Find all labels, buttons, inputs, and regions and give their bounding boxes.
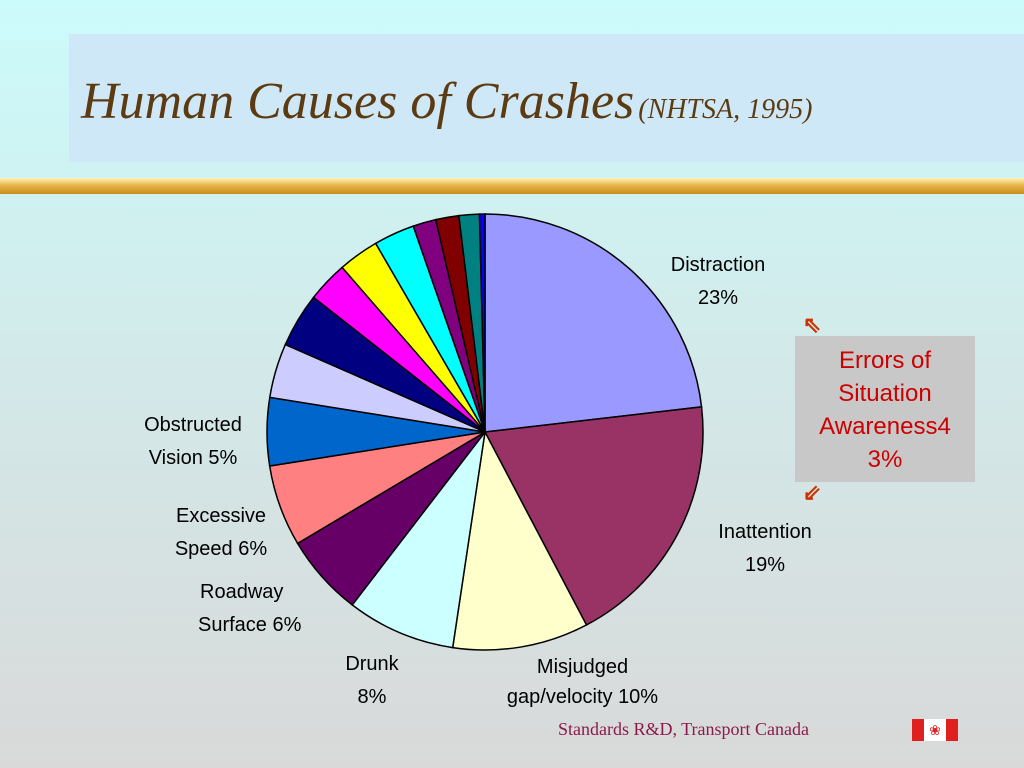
label-drunk-pct: 8% bbox=[357, 686, 387, 708]
label-inattention: Inattention 19% bbox=[695, 516, 835, 582]
callout-line-4: 3% bbox=[867, 446, 903, 473]
callout-line-2: Situation bbox=[838, 380, 932, 407]
callout-line-1: Errors of bbox=[838, 347, 931, 374]
slide-title-main: Human Causes of Crashes bbox=[81, 73, 635, 130]
callout-text: Errors of Situation Awareness4 3% bbox=[795, 344, 975, 476]
label-obstructed-vision-pct: Vision 5% bbox=[148, 447, 238, 469]
arrow-down-left-icon: ⇙ bbox=[802, 480, 822, 505]
label-misjudged-name: Misjudged bbox=[536, 656, 629, 678]
label-distraction-pct: 23% bbox=[697, 287, 739, 309]
title-divider-bar bbox=[0, 178, 1024, 194]
footer-credit: Standards R&D, Transport Canada bbox=[558, 719, 809, 739]
arrow-up-left-icon: ⇖ bbox=[802, 312, 822, 337]
label-excessive-speed-pct: Speed 6% bbox=[174, 538, 268, 560]
label-drunk-name: Drunk bbox=[345, 653, 399, 675]
label-misjudged-pct: gap/velocity 10% bbox=[506, 686, 659, 708]
label-misjudged: Misjudged gap/velocity 10% bbox=[470, 652, 695, 712]
label-distraction: Distraction 23% bbox=[648, 249, 788, 315]
label-drunk: Drunk 8% bbox=[327, 648, 417, 714]
label-excessive-speed: Excessive Speed 6% bbox=[146, 500, 296, 566]
pie-slice-inattention bbox=[483, 406, 704, 626]
pie-slice-misjudged-gap-velocity bbox=[451, 429, 588, 651]
title-box: Human Causes of Crashes (NHTSA, 1995) bbox=[69, 34, 1024, 162]
label-excessive-speed-name: Excessive bbox=[175, 505, 267, 527]
slide-title-sub: (NHTSA, 1995) bbox=[638, 94, 813, 125]
label-roadway: Roadway Surface 6% bbox=[188, 576, 348, 642]
label-inattention-name: Inattention bbox=[718, 521, 812, 543]
pie-slice-distraction bbox=[484, 213, 703, 433]
label-inattention-pct: 19% bbox=[744, 554, 786, 576]
slide-title: Human Causes of Crashes (NHTSA, 1995) bbox=[81, 72, 813, 131]
pie-slice-drunk bbox=[351, 429, 487, 649]
maple-leaf-icon: ❀ bbox=[924, 719, 946, 741]
situation-awareness-callout: Errors of Situation Awareness4 3% bbox=[795, 336, 975, 482]
callout-line-3: Awareness4 bbox=[819, 413, 951, 440]
label-roadway-pct: Surface 6% bbox=[198, 614, 302, 636]
canada-flag-icon: ❀ bbox=[912, 719, 958, 741]
pie-slice-other-15 bbox=[478, 213, 486, 433]
label-distraction-name: Distraction bbox=[670, 254, 766, 276]
label-obstructed-vision: Obstructed Vision 5% bbox=[118, 409, 268, 475]
label-obstructed-vision-name: Obstructed bbox=[144, 414, 242, 436]
label-roadway-name: Roadway bbox=[200, 581, 284, 603]
